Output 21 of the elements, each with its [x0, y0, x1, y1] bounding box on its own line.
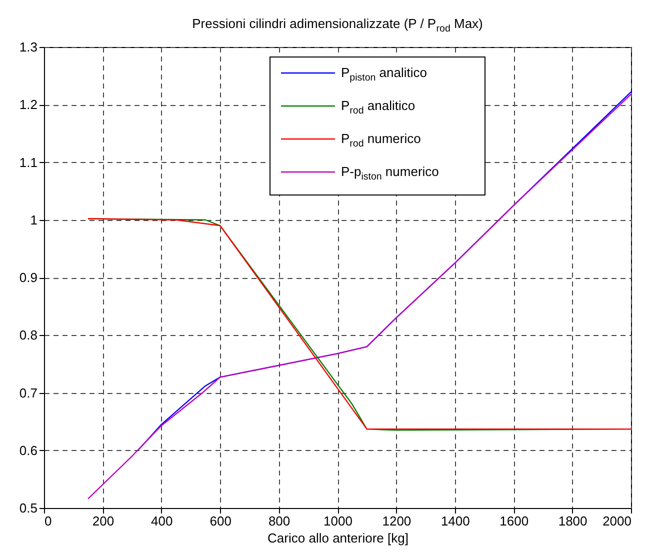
x-tick-label: 800 — [268, 514, 290, 528]
x-tick-label: 1800 — [558, 514, 588, 528]
x-tick-label: 1000 — [324, 514, 352, 528]
x-tick-label: 600 — [210, 514, 232, 528]
x-tick-label: 0 — [44, 514, 52, 528]
y-tick-label: 0.8 — [19, 328, 38, 343]
y-tick-label: 0.5 — [19, 500, 38, 516]
x-tick-label: 200 — [92, 514, 114, 528]
x-tick-label: 1400 — [440, 514, 470, 528]
x-tick-label: 400 — [151, 514, 173, 528]
y-tick-label: 0.9 — [19, 270, 38, 285]
x-tick-label: 1200 — [382, 514, 412, 528]
y-tick-label: 1.3 — [19, 40, 38, 54]
y-tick-label: 0.6 — [19, 442, 38, 458]
y-tick-label: 1.2 — [19, 97, 38, 112]
y-tick-label: 1.1 — [19, 154, 38, 170]
y-tick-label: 1 — [30, 212, 38, 228]
x-tick-label: 2000 — [602, 514, 632, 528]
x-tick-label: 1600 — [500, 514, 529, 528]
y-tick-label: 0.7 — [19, 385, 38, 400]
x-axis-title: Carico allo anteriore [kg] — [268, 530, 408, 546]
